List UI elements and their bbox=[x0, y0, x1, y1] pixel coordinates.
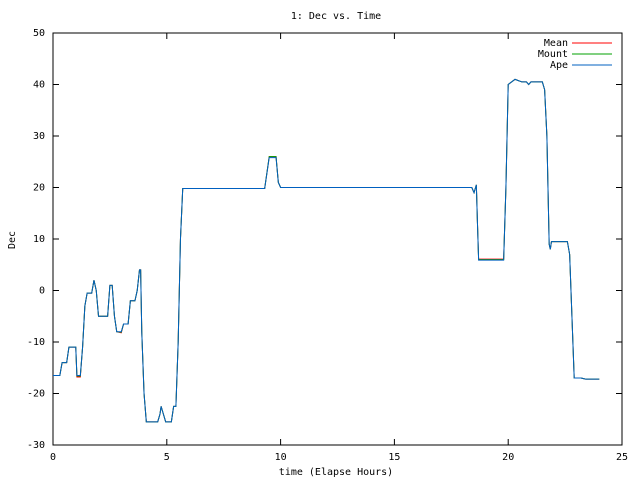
x-tick-label: 15 bbox=[388, 452, 400, 463]
y-tick-label: -10 bbox=[27, 337, 45, 348]
y-tick-label: -20 bbox=[27, 389, 45, 400]
legend-label: Ape bbox=[550, 60, 568, 71]
y-tick-label: 50 bbox=[33, 28, 45, 39]
plot-frame bbox=[52, 32, 623, 446]
x-axis-label: time (Elapse Hours) bbox=[279, 467, 393, 478]
x-tick-label: 10 bbox=[275, 452, 287, 463]
legend-label: Mean bbox=[544, 38, 568, 49]
legend-label: Mount bbox=[538, 49, 568, 60]
series-line bbox=[53, 78, 600, 423]
y-tick-label: 40 bbox=[33, 80, 45, 91]
x-tick-label: 5 bbox=[164, 452, 170, 463]
x-tick-label: 20 bbox=[502, 452, 514, 463]
x-tick-label: 0 bbox=[50, 452, 56, 463]
y-axis-label: Dec bbox=[7, 231, 18, 249]
y-tick-label: 20 bbox=[33, 183, 45, 194]
y-tick-label: 30 bbox=[33, 131, 45, 142]
series-line bbox=[53, 78, 600, 423]
chart-title: 1: Dec vs. Time bbox=[291, 11, 381, 22]
y-tick-label: -30 bbox=[27, 440, 45, 451]
y-tick-label: 10 bbox=[33, 234, 45, 245]
x-tick-label: 25 bbox=[616, 452, 628, 463]
y-tick-label: 0 bbox=[39, 286, 45, 297]
series-line bbox=[53, 78, 600, 423]
